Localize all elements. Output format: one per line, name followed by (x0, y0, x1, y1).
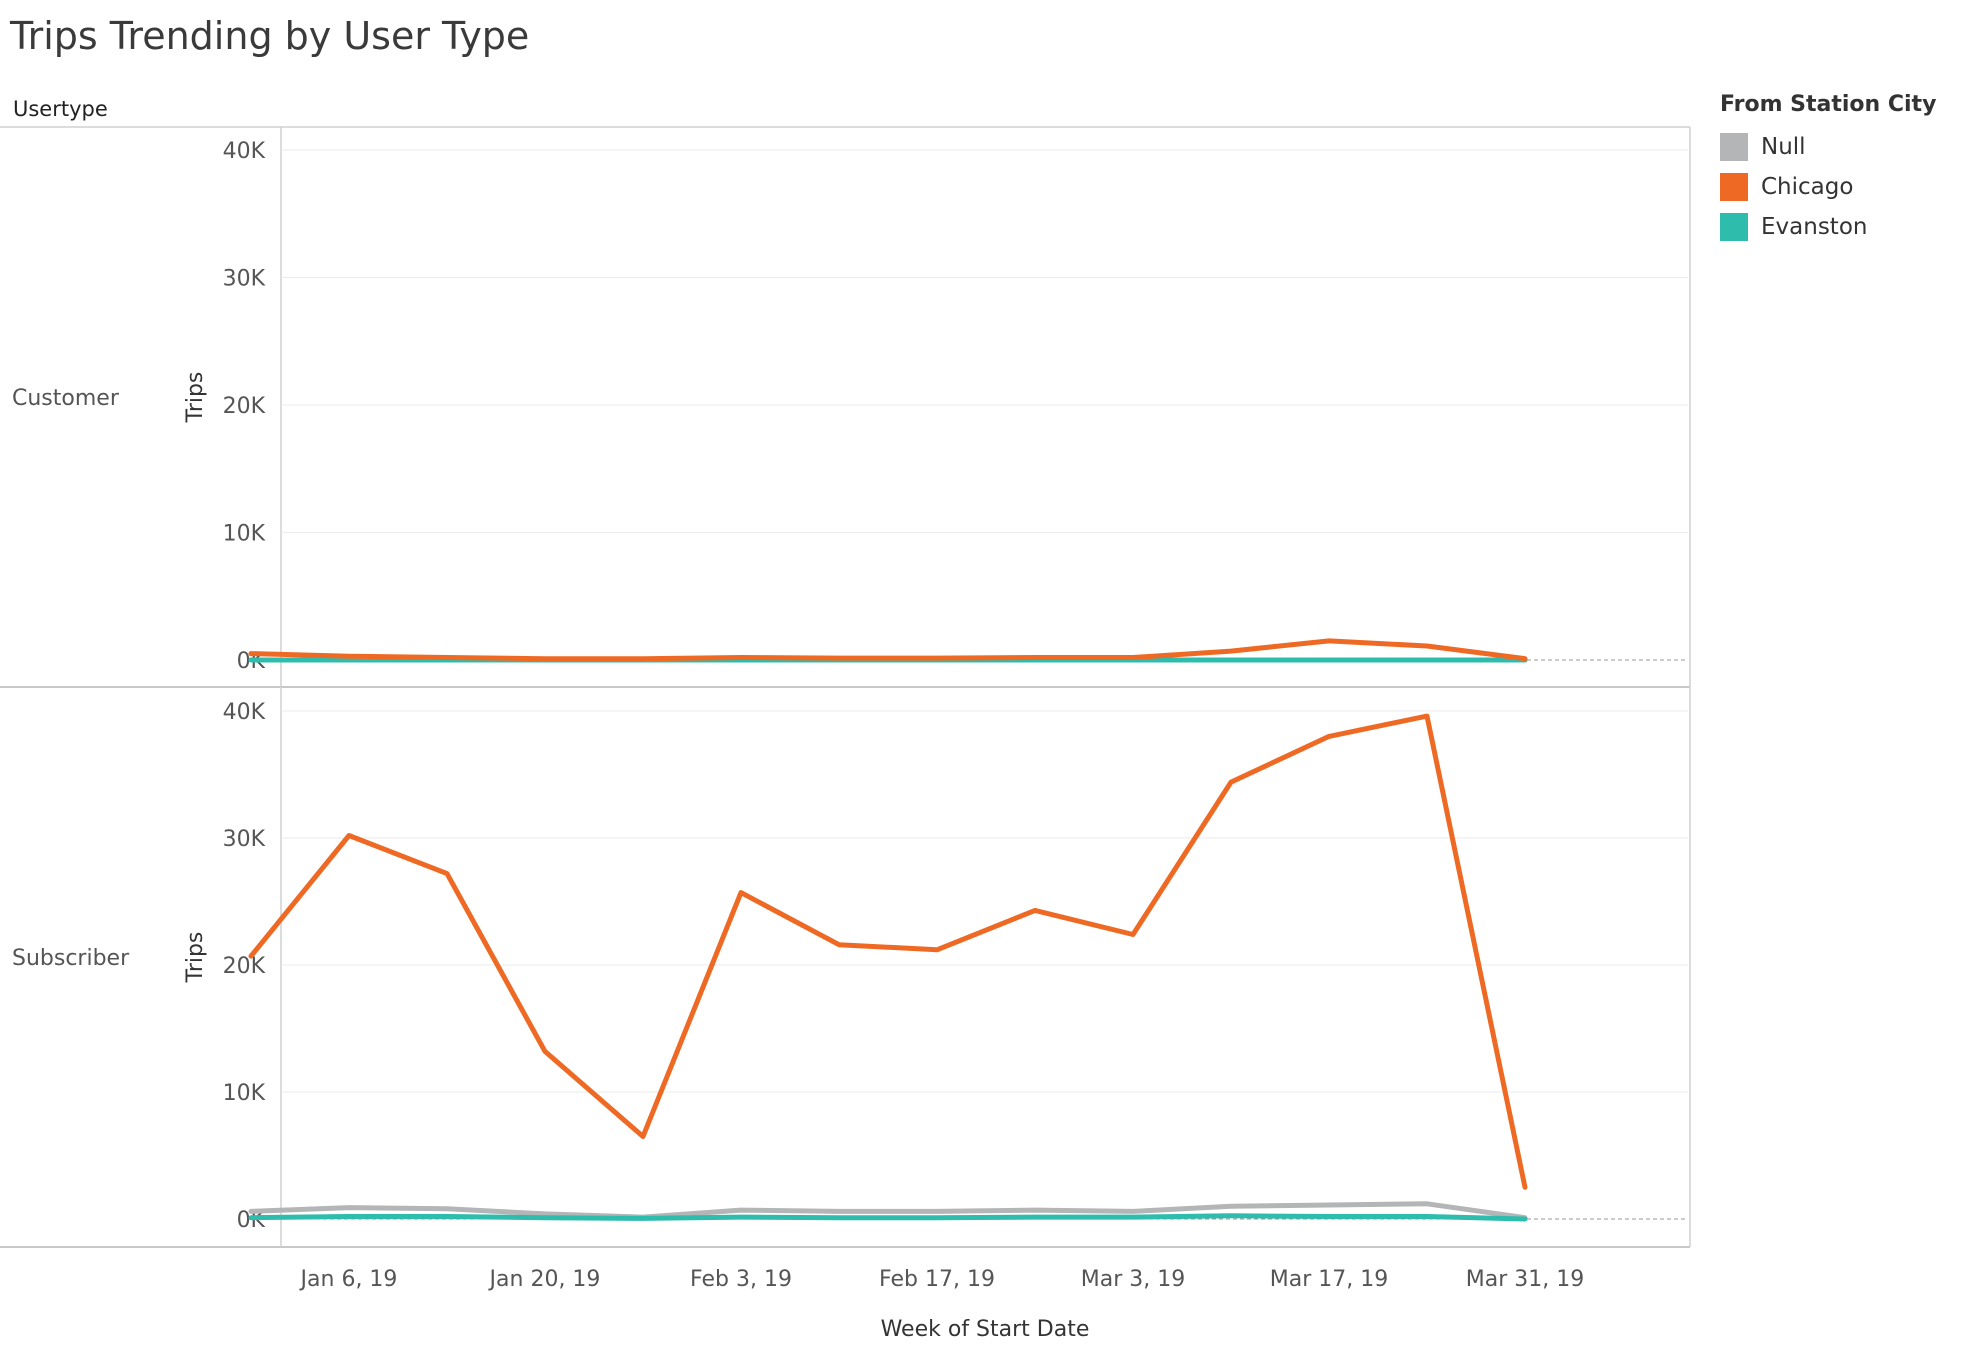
x-tick-label: Feb 17, 19 (879, 1267, 995, 1292)
legend-label-chicago: Chicago (1761, 174, 1854, 200)
y-tick-label-customer: 30K (223, 267, 266, 292)
x-tick-label: Feb 3, 19 (690, 1267, 792, 1292)
legend-item-chicago[interactable]: Chicago (1720, 167, 1936, 207)
series-line-subscriber-null[interactable] (248, 1201, 1528, 1221)
legend-swatch-null (1720, 133, 1748, 161)
usertype-label-subscriber: Subscriber (12, 946, 130, 971)
x-tick-label: Mar 3, 19 (1081, 1267, 1185, 1292)
legend-label-null: Null (1761, 134, 1806, 160)
y-axis-title-subscriber: Trips (183, 932, 208, 984)
y-tick-label-subscriber: 10K (223, 1081, 266, 1106)
legend: From Station City Null Chicago Evanston (1720, 92, 1936, 247)
y-tick-label-customer: 10K (223, 522, 266, 547)
y-tick-label-subscriber: 40K (223, 700, 266, 725)
x-tick-label: Jan 6, 19 (299, 1267, 398, 1292)
series-line-customer-chicago[interactable] (248, 638, 1528, 662)
legend-title: From Station City (1720, 92, 1937, 117)
legend-item-evanston[interactable]: Evanston (1720, 207, 1936, 247)
y-tick-label-subscriber: 20K (223, 954, 266, 979)
series-line-subscriber-chicago[interactable] (248, 713, 1528, 1190)
chart-title: Trips Trending by User Type (10, 14, 530, 58)
row-header: Usertype (13, 97, 108, 121)
legend-item-null[interactable]: Null (1720, 127, 1936, 167)
legend-label-evanston: Evanston (1761, 214, 1868, 240)
x-tick-label: Mar 31, 19 (1466, 1267, 1584, 1292)
y-tick-label-customer: 40K (223, 139, 266, 164)
y-tick-label-subscriber: 30K (223, 827, 266, 852)
x-axis-title: Week of Start Date (881, 1317, 1090, 1342)
legend-swatch-chicago (1720, 173, 1748, 201)
y-axis-title-customer: Trips (183, 372, 208, 424)
x-tick-label: Jan 20, 19 (488, 1267, 601, 1292)
usertype-label-customer: Customer (12, 386, 120, 411)
legend-swatch-evanston (1720, 213, 1748, 241)
series-line-subscriber-evanston[interactable] (248, 1213, 1528, 1222)
y-tick-label-customer: 20K (223, 394, 266, 419)
x-tick-label: Mar 17, 19 (1270, 1267, 1388, 1292)
